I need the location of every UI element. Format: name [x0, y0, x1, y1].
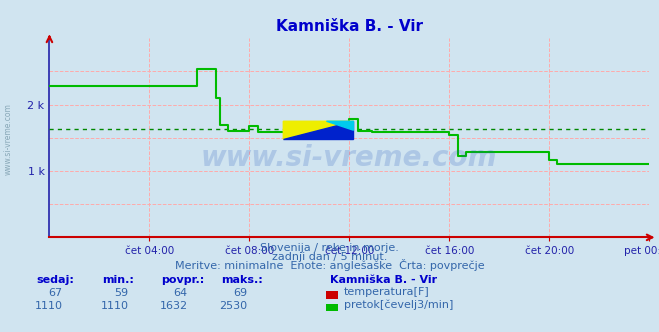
Text: 59: 59: [115, 288, 129, 298]
Text: povpr.:: povpr.:: [161, 275, 205, 285]
Text: 67: 67: [49, 288, 63, 298]
Polygon shape: [283, 121, 353, 139]
Text: 69: 69: [233, 288, 247, 298]
Text: www.si-vreme.com: www.si-vreme.com: [201, 144, 498, 172]
Text: Slovenija / reke in morje.: Slovenija / reke in morje.: [260, 243, 399, 253]
Polygon shape: [326, 121, 353, 130]
Text: temperatura[F]: temperatura[F]: [344, 288, 430, 297]
Title: Kamniška B. - Vir: Kamniška B. - Vir: [275, 19, 423, 34]
Text: zadnji dan / 5 minut.: zadnji dan / 5 minut.: [272, 252, 387, 262]
Text: Kamniška B. - Vir: Kamniška B. - Vir: [330, 275, 437, 285]
Text: maks.:: maks.:: [221, 275, 262, 285]
Text: 1632: 1632: [159, 301, 188, 311]
Text: sedaj:: sedaj:: [36, 275, 74, 285]
Text: 2530: 2530: [219, 301, 247, 311]
Text: Meritve: minimalne  Enote: anglešaške  Črta: povprečje: Meritve: minimalne Enote: anglešaške Črt…: [175, 259, 484, 271]
Text: min.:: min.:: [102, 275, 134, 285]
Text: pretok[čevelj3/min]: pretok[čevelj3/min]: [344, 299, 453, 310]
Text: 1110: 1110: [101, 301, 129, 311]
Polygon shape: [283, 121, 353, 139]
Text: www.si-vreme.com: www.si-vreme.com: [3, 104, 13, 175]
Text: 1110: 1110: [35, 301, 63, 311]
Text: 64: 64: [174, 288, 188, 298]
